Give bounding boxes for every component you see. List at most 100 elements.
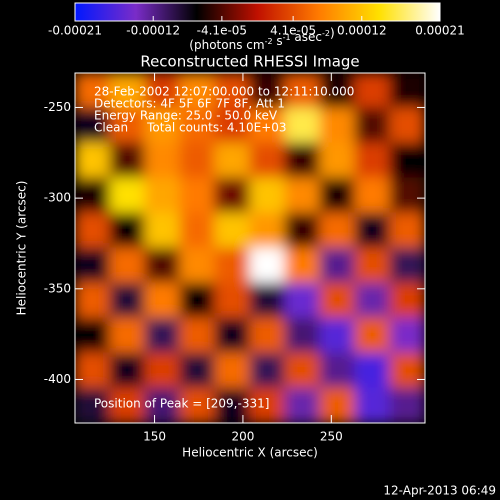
heat-cell	[284, 352, 321, 389]
heat-cell	[354, 142, 391, 179]
y-axis-label: Heliocentric Y (arcsec)	[15, 181, 29, 316]
heat-cell	[389, 282, 425, 319]
heat-cell	[214, 177, 251, 214]
heat-cell	[249, 177, 286, 214]
colorbar-label-sup: -1	[283, 33, 291, 42]
heat-cell	[319, 212, 356, 249]
heat-cell	[179, 73, 216, 109]
heat-cell	[179, 387, 216, 423]
heat-cell	[319, 73, 356, 109]
heat-cell	[144, 177, 181, 214]
colorbar-label-part: s	[273, 34, 283, 48]
plot-frame	[74, 72, 426, 424]
heat-cell	[109, 107, 146, 144]
colorbar-label-part: (photons cm	[189, 38, 264, 52]
x-tick-label: 250	[320, 430, 343, 444]
colorbar-tick-label: 0.00012	[337, 24, 387, 38]
heat-cell	[179, 107, 216, 144]
heat-cell	[249, 317, 286, 354]
heat-cell	[319, 352, 356, 389]
peak-label: Position of Peak = [209,-331]	[94, 397, 269, 411]
heat-cell	[249, 107, 286, 144]
heat-cell	[109, 282, 146, 319]
heat-cell	[389, 212, 425, 249]
heat-cell	[214, 282, 251, 319]
heat-cell	[109, 73, 146, 109]
heat-cell	[354, 107, 391, 144]
heat-cell	[144, 387, 181, 423]
heat-cell	[284, 142, 321, 179]
heat-cell	[75, 387, 111, 423]
colorbar-tick-label: -4.1e-05	[197, 24, 247, 38]
heat-cell	[214, 387, 251, 423]
heat-cell	[319, 282, 356, 319]
heat-cell	[389, 73, 425, 109]
heat-cell	[354, 387, 391, 423]
heat-cell	[109, 142, 146, 179]
heat-cell	[214, 352, 251, 389]
heat-cell	[144, 212, 181, 249]
heat-cell	[75, 107, 111, 144]
annotation: Clean Total counts: 4.10E+03	[94, 121, 287, 135]
colorbar-tick-label: 4.1e-05	[270, 24, 316, 38]
colorbar-tick-label: -0.00012	[126, 24, 180, 38]
heat-cell	[354, 212, 391, 249]
heat-cell	[144, 107, 181, 144]
heat-cell	[354, 317, 391, 354]
heat-cell	[249, 142, 286, 179]
heat-cell	[284, 212, 321, 249]
heat-cell	[389, 177, 425, 214]
annotation: 28-Feb-2002 12:07:00.000 to 12:11:10.000	[94, 85, 354, 99]
heat-cell	[75, 212, 111, 249]
heat-cell	[179, 212, 216, 249]
heat-cell	[109, 387, 146, 423]
chart-title: Reconstructed RHESSI Image	[140, 53, 359, 71]
colorbar-label-sup: -2	[322, 29, 330, 38]
timestamp: 12-Apr-2013 06:49	[383, 484, 496, 498]
heat-cell	[284, 73, 321, 109]
heat-cell	[109, 212, 146, 249]
heat-cell	[109, 352, 146, 389]
heat-cell	[284, 107, 321, 144]
heat-cell	[75, 282, 111, 319]
heat-cell	[354, 247, 391, 284]
colorbar-label-sup: -2	[265, 37, 273, 46]
heat-cell	[75, 352, 111, 389]
heat-cell	[319, 107, 356, 144]
heat-cell	[179, 247, 216, 284]
heat-cell	[179, 352, 216, 389]
heat-cell	[144, 73, 181, 109]
heat-cell	[75, 142, 111, 179]
heat-cell	[389, 317, 425, 354]
heat-cell	[109, 177, 146, 214]
heat-cell	[109, 247, 146, 284]
colorbar-tick-label: -0.00021	[48, 24, 102, 38]
annotation: Detectors: 4F 5F 6F 7F 8F, Att 1	[94, 97, 285, 111]
heat-cell	[319, 317, 356, 354]
heat-cell	[319, 142, 356, 179]
heat-cell	[214, 212, 251, 249]
y-tick-label: -300	[44, 191, 71, 205]
heat-cell	[319, 247, 356, 284]
heat-cell	[179, 142, 216, 179]
colorbar-label-part: asec	[291, 30, 322, 44]
heat-cell	[354, 352, 391, 389]
heat-cell	[284, 317, 321, 354]
x-tick-label: 200	[231, 430, 254, 444]
heat-cell	[249, 212, 286, 249]
heat-cell	[75, 73, 111, 109]
heat-cell	[144, 282, 181, 319]
y-tick-label: -400	[44, 372, 71, 386]
heat-cell	[249, 73, 286, 109]
heat-cell	[284, 387, 321, 423]
heat-cell	[249, 387, 286, 423]
x-axis-label: Heliocentric X (arcsec)	[182, 446, 318, 460]
heat-cell	[354, 73, 391, 109]
heat-cell	[75, 317, 111, 354]
heat-cell	[179, 177, 216, 214]
heat-cell	[109, 317, 146, 354]
x-tick-label: 150	[143, 430, 166, 444]
heat-cell	[389, 387, 425, 423]
